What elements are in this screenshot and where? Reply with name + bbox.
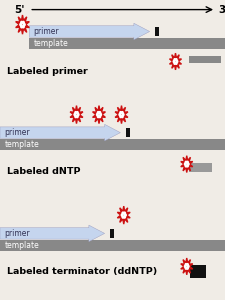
Text: primer: primer — [34, 27, 59, 36]
Circle shape — [185, 264, 187, 266]
Circle shape — [187, 165, 188, 167]
Circle shape — [100, 113, 101, 116]
Bar — [189, 56, 220, 63]
Circle shape — [122, 216, 124, 218]
Circle shape — [185, 267, 187, 269]
Text: 3': 3' — [218, 4, 225, 15]
Text: template: template — [34, 39, 68, 48]
Circle shape — [76, 116, 78, 118]
Circle shape — [185, 161, 187, 163]
Circle shape — [75, 116, 76, 118]
Circle shape — [176, 61, 178, 62]
Circle shape — [77, 113, 79, 116]
Polygon shape — [70, 106, 83, 124]
Bar — [29, 38, 225, 49]
Bar — [126, 128, 130, 137]
Circle shape — [187, 267, 188, 269]
Circle shape — [184, 266, 186, 267]
Circle shape — [99, 112, 101, 114]
Circle shape — [120, 112, 122, 114]
Circle shape — [119, 113, 121, 116]
Circle shape — [122, 113, 124, 116]
Text: template: template — [4, 241, 39, 250]
Circle shape — [122, 112, 123, 114]
Text: primer: primer — [4, 229, 30, 238]
Circle shape — [185, 165, 187, 167]
Circle shape — [97, 116, 99, 118]
Circle shape — [188, 266, 189, 267]
Circle shape — [173, 61, 175, 62]
Circle shape — [174, 62, 176, 64]
Bar — [189, 163, 212, 172]
Circle shape — [22, 26, 24, 28]
Circle shape — [120, 116, 122, 118]
Circle shape — [121, 214, 123, 216]
Circle shape — [125, 214, 126, 216]
Circle shape — [124, 216, 125, 218]
Text: Labeled primer: Labeled primer — [7, 67, 88, 76]
Bar — [190, 265, 206, 278]
FancyArrow shape — [0, 124, 120, 141]
Bar — [155, 27, 159, 36]
Bar — [0, 240, 225, 251]
FancyArrow shape — [0, 225, 105, 242]
Circle shape — [21, 26, 22, 28]
Circle shape — [188, 163, 189, 165]
FancyArrow shape — [29, 23, 150, 40]
Polygon shape — [16, 15, 29, 34]
Text: Labeled dNTP: Labeled dNTP — [7, 167, 80, 176]
Circle shape — [97, 112, 99, 114]
Polygon shape — [181, 156, 193, 172]
Circle shape — [76, 112, 78, 114]
Text: template: template — [4, 140, 39, 149]
Circle shape — [122, 116, 123, 118]
Bar — [110, 229, 114, 238]
Circle shape — [124, 212, 125, 214]
Circle shape — [20, 23, 22, 26]
Circle shape — [23, 23, 25, 26]
Circle shape — [21, 21, 22, 24]
Polygon shape — [181, 258, 193, 275]
Circle shape — [22, 21, 24, 24]
Circle shape — [176, 59, 177, 61]
Circle shape — [99, 116, 101, 118]
Circle shape — [122, 212, 124, 214]
Text: 5': 5' — [14, 4, 25, 15]
Polygon shape — [115, 106, 128, 124]
Circle shape — [187, 264, 188, 266]
Text: Labeled terminator (ddNTP): Labeled terminator (ddNTP) — [7, 267, 157, 276]
Circle shape — [176, 62, 177, 64]
Polygon shape — [169, 53, 182, 70]
Bar — [0, 139, 225, 150]
Circle shape — [187, 161, 188, 163]
Polygon shape — [117, 206, 130, 224]
Circle shape — [97, 113, 98, 116]
Circle shape — [184, 163, 186, 165]
Polygon shape — [92, 106, 106, 124]
Circle shape — [74, 113, 76, 116]
Circle shape — [174, 59, 176, 61]
Text: primer: primer — [4, 128, 30, 137]
Circle shape — [75, 112, 76, 114]
